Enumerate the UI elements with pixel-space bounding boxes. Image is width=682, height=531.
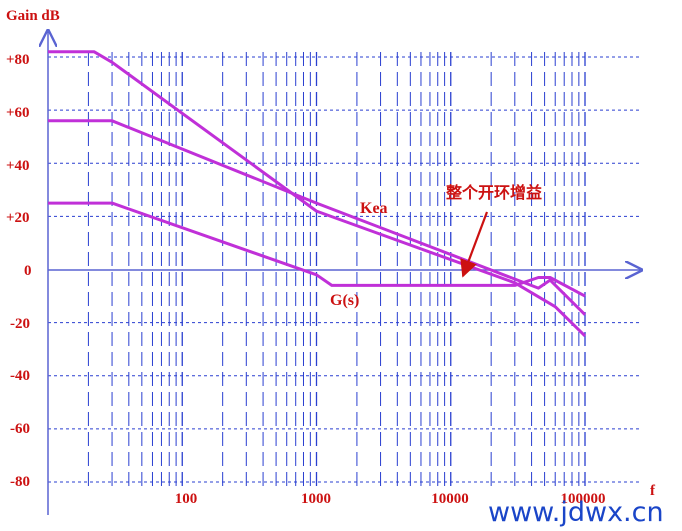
x-tick-label: 1000	[301, 491, 331, 507]
series-line-kea	[48, 119, 587, 316]
y-tick-label: +60	[6, 105, 30, 121]
x-tick-label: 100	[175, 491, 198, 507]
y-tick-label: -80	[10, 474, 30, 490]
annotation-gs: G(s)	[330, 292, 359, 309]
chart-title: Gain dB	[6, 8, 60, 24]
annotation-open-loop-gain: 整个开环增益	[445, 183, 542, 202]
y-tick-label: +20	[6, 210, 30, 226]
annotation-kea: Kea	[360, 200, 388, 217]
y-tick-label: +40	[6, 158, 30, 174]
x-tick-label: 10000	[431, 491, 469, 507]
series-group	[48, 50, 587, 337]
x-axis-label: f	[650, 483, 656, 499]
y-tick-label: +80	[6, 52, 30, 68]
grid	[48, 52, 640, 488]
annotation-arrow	[460, 211, 489, 278]
y-tick-label: -60	[10, 421, 30, 437]
y-tick-label: -20	[10, 316, 30, 332]
series-line-open-loop-gain	[48, 50, 587, 337]
x-tick-labels: 100 1000 10000 100000	[175, 491, 606, 507]
y-tick-label: 0	[24, 263, 32, 279]
y-tick-labels: +80 +60 +40 +20 0 -20 -40 -60 -80	[6, 52, 32, 490]
x-tick-label: 100000	[561, 491, 606, 507]
watermark: www.jdwx.cn	[488, 497, 664, 528]
series-line-gs	[48, 201, 586, 298]
y-tick-label: -40	[10, 368, 30, 384]
